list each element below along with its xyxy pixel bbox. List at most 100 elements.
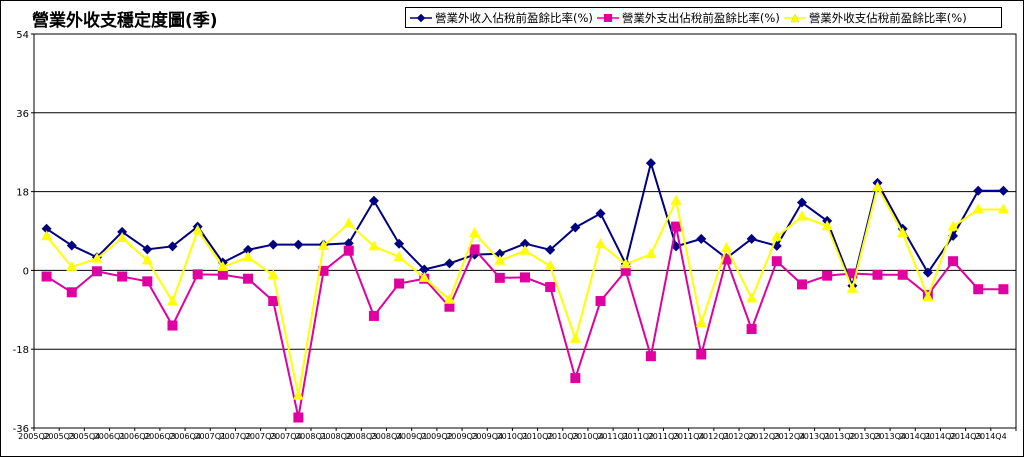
series-1-point [595, 208, 606, 219]
x-tick-label: 2012Q2 [723, 432, 755, 441]
series-1-point [142, 244, 153, 255]
legend-swatch-series-2 [596, 13, 619, 22]
series-2-point [318, 265, 329, 276]
series-2-point [696, 349, 707, 360]
x-tick-label: 2008Q4 [371, 432, 403, 441]
series-2-point [620, 265, 631, 276]
series-3-point [91, 252, 103, 263]
x-tick-label: 2007Q2 [220, 432, 252, 441]
legend-label-series-1: 營業外收入佔稅前盈餘比率(%) [435, 10, 593, 25]
y-tick-label: 0 [23, 266, 29, 277]
legend-item-series-3: 營業外收支佔稅前盈餘比率(%) [783, 10, 967, 26]
series-2-point [595, 296, 606, 307]
series-3-point [670, 194, 682, 205]
series-2-point [545, 282, 556, 293]
x-tick-label: 2011Q1 [597, 432, 629, 441]
series-3-point [166, 295, 178, 306]
series-3-point [569, 332, 581, 343]
series-2-point [822, 270, 833, 281]
series-3-point [972, 203, 984, 214]
series-2-point [872, 269, 883, 280]
x-tick-label: 2014Q3 [950, 432, 982, 441]
series-1-point [494, 248, 505, 259]
x-tick-label: 2013Q1 [799, 432, 831, 441]
y-tick-label: 36 [16, 109, 29, 120]
x-tick-label: 2011Q4 [673, 432, 705, 441]
series-3-point [846, 282, 858, 293]
series-2-point [142, 276, 153, 287]
x-tick-label: 2009Q3 [446, 432, 478, 441]
series-1-point [419, 264, 430, 275]
x-tick-label: 2006Q2 [119, 432, 151, 441]
series-3-point [318, 239, 330, 250]
series-2-point [167, 320, 178, 331]
series-3-point [66, 260, 78, 271]
series-1-point [545, 244, 556, 255]
series-1-point [66, 240, 77, 251]
x-tick-label: 2010Q3 [547, 432, 579, 441]
x-tick-label: 2008Q2 [320, 432, 352, 441]
series-2-point [721, 254, 732, 265]
x-tick-label: 2007Q3 [245, 432, 277, 441]
series-3-point [620, 258, 632, 269]
x-tick-label: 2010Q2 [522, 432, 554, 441]
x-tick-label: 2014Q4 [975, 432, 1007, 441]
plot-area [33, 33, 1017, 429]
series-1-point [368, 195, 379, 206]
series-1-point [268, 239, 279, 250]
series-2-point [973, 284, 984, 295]
series-2-point [368, 310, 379, 321]
series-2-point [796, 279, 807, 290]
series-3-point [368, 240, 380, 251]
series-3-point [267, 269, 279, 280]
x-tick-label: 2006Q3 [144, 432, 176, 441]
y-tick-label: -18 [13, 345, 29, 356]
x-tick-label: 2005Q4 [68, 432, 100, 441]
series-2-point [192, 269, 203, 280]
series-2-point [343, 245, 354, 256]
series-3-point [897, 227, 909, 238]
series-3-point [116, 232, 128, 243]
y-tick-label: 54 [16, 30, 29, 41]
x-tick-label: 2013Q3 [849, 432, 881, 441]
series-2-point [494, 272, 505, 283]
series-2-point [394, 278, 405, 289]
x-tick-label: 2014Q1 [899, 432, 931, 441]
series-3-point [872, 181, 884, 192]
legend-item-series-1: 營業外收入佔稅前盈餘比率(%) [410, 10, 593, 26]
series-2-point [268, 296, 279, 307]
series-3-point [947, 220, 959, 231]
series-2-point [117, 271, 128, 282]
series-1-point [570, 222, 581, 233]
y-tick-label: -36 [13, 424, 29, 435]
chart-legend: 營業外收入佔稅前盈餘比率(%) 營業外支出佔稅前盈餘比率(%) 營業外收支佔稅前… [405, 7, 1002, 28]
x-tick-label: 2009Q2 [421, 432, 453, 441]
x-tick-label: 2013Q2 [824, 432, 856, 441]
series-1-point [922, 267, 933, 278]
series-1-point [796, 197, 807, 208]
series-1-point [394, 238, 405, 249]
series-2-point [671, 221, 682, 232]
x-tick-label: 2010Q4 [572, 432, 604, 441]
x-tick-label: 2009Q1 [396, 432, 428, 441]
x-tick-label: 2010Q1 [497, 432, 529, 441]
series-1-point [444, 258, 455, 269]
series-2-point [66, 287, 77, 298]
series-3-point [922, 291, 934, 302]
legend-swatch-series-1 [410, 13, 432, 22]
series-1-point [520, 238, 530, 249]
series-3-point [141, 254, 153, 265]
series-3-point [418, 271, 430, 282]
series-3-point [595, 238, 607, 249]
x-tick-label: 2011Q3 [648, 432, 680, 441]
series-3-point [192, 224, 204, 235]
series-3-point [494, 254, 506, 265]
series-3-point [544, 260, 556, 271]
x-tick-label: 2014Q2 [925, 432, 957, 441]
series-3-point [997, 203, 1009, 214]
series-3-point [720, 242, 732, 253]
legend-label-series-3: 營業外收支佔稅前盈餘比率(%) [808, 10, 967, 25]
series-3-point [771, 230, 783, 241]
